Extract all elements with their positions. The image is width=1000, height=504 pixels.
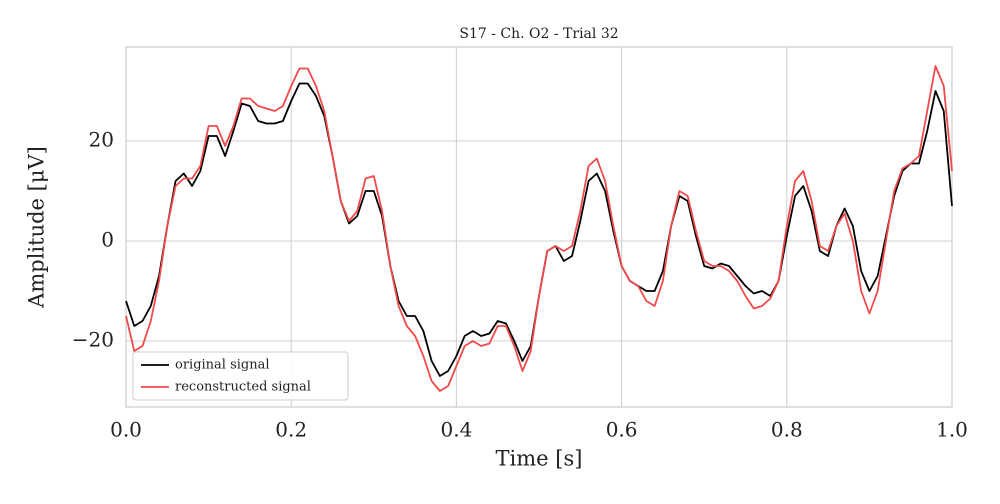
y-axis-label: Amplitude [μV] — [25, 146, 49, 309]
line-series — [125, 65, 953, 392]
legend-box — [132, 351, 349, 401]
x-axis-label: Time [s] — [496, 447, 583, 471]
y-tick-label: 20 — [89, 128, 114, 152]
legend-label: reconstructed signal — [175, 380, 311, 395]
x-tick-label: 0.8 — [771, 418, 803, 442]
chart-title: S17 - Ch. O2 - Trial 32 — [459, 26, 618, 42]
x-tick-label: 0.4 — [440, 418, 472, 442]
legend-label: original signal — [175, 358, 270, 373]
x-tick-label: 1.0 — [936, 418, 968, 442]
x-tick-label: 0.0 — [110, 418, 142, 442]
x-tick-label: 0.6 — [606, 418, 638, 442]
plot-frame — [125, 46, 953, 408]
y-tick-label: −20 — [72, 328, 114, 352]
x-tick-label: 0.2 — [275, 418, 307, 442]
y-tick-label: 0 — [101, 228, 114, 252]
